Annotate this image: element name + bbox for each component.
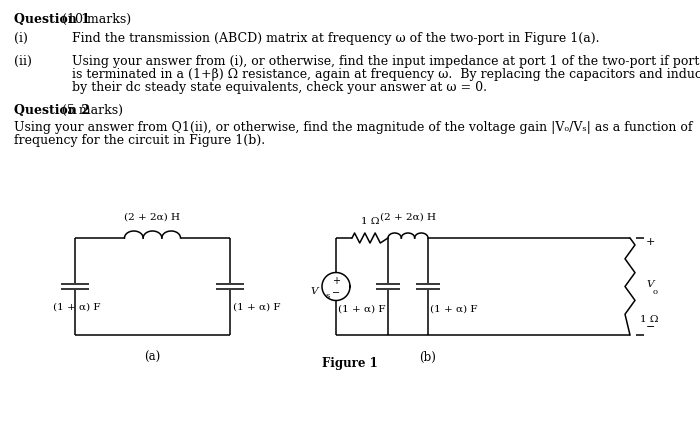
Text: Figure 1: Figure 1 [322,357,378,370]
Text: (5 marks): (5 marks) [14,104,123,117]
Text: Using your answer from (i), or otherwise, find the input impedance at port 1 of : Using your answer from (i), or otherwise… [72,55,700,68]
Text: Question 1: Question 1 [14,13,90,26]
Text: (1 + α) F: (1 + α) F [430,304,477,313]
Text: is terminated in a (1+β) Ω resistance, again at frequency ω.  By replacing the c: is terminated in a (1+β) Ω resistance, a… [72,68,700,81]
Text: o: o [653,288,658,295]
Text: (10 marks): (10 marks) [14,13,131,26]
Text: (ii): (ii) [14,55,32,68]
Text: +: + [646,237,655,247]
Text: (1 + α) F: (1 + α) F [53,303,101,312]
Text: by their dc steady state equivalents, check your answer at ω = 0.: by their dc steady state equivalents, ch… [72,81,487,94]
Text: (i): (i) [14,32,28,45]
Text: (1 + α) F: (1 + α) F [233,303,281,312]
Text: 1 Ω: 1 Ω [640,315,659,324]
Text: −: − [646,322,655,332]
Text: Using your answer from Q1(ii), or otherwise, find the magnitude of the voltage g: Using your answer from Q1(ii), or otherw… [14,121,692,134]
Text: (1 + α) F: (1 + α) F [339,304,386,313]
Text: (b): (b) [419,351,436,364]
Text: frequency for the circuit in Figure 1(b).: frequency for the circuit in Figure 1(b)… [14,134,265,147]
Text: Find the transmission (ABCD) matrix at frequency ω of the two-port in Figure 1(a: Find the transmission (ABCD) matrix at f… [72,32,599,45]
Text: Question 2: Question 2 [14,104,90,117]
Text: V: V [311,287,318,296]
Text: (2 + 2α) H: (2 + 2α) H [125,213,181,222]
Text: 1 Ω: 1 Ω [360,217,379,226]
Text: s: s [326,292,330,300]
Text: (2 + 2α) H: (2 + 2α) H [380,213,436,222]
Text: +: + [332,276,340,286]
Text: (a): (a) [144,351,160,364]
Text: V: V [646,280,654,289]
Text: −: − [332,288,340,298]
